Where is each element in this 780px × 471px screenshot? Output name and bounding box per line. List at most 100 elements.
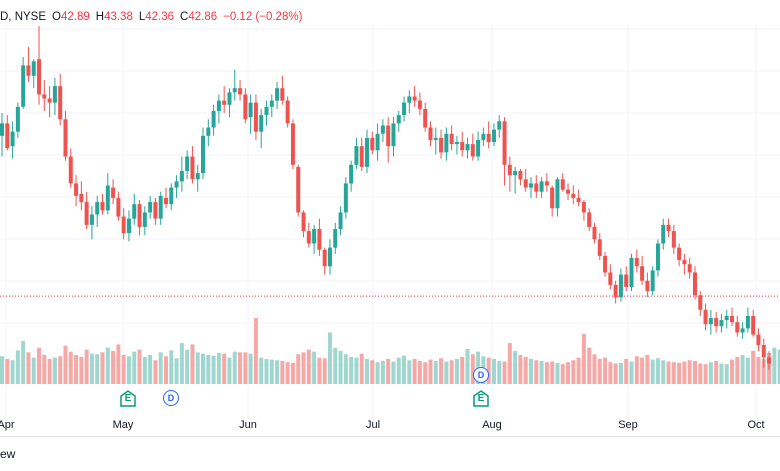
candle-body — [79, 193, 84, 203]
earnings-label: E — [477, 393, 485, 404]
volume-bar — [465, 349, 470, 384]
volume-bar — [280, 360, 285, 384]
candle-body — [624, 274, 629, 287]
volume-bar — [396, 357, 401, 384]
volume-bar — [645, 354, 650, 384]
volume-bar — [560, 364, 565, 384]
volume-bar — [89, 353, 94, 384]
volume-bar — [338, 351, 343, 384]
volume-bar — [650, 359, 655, 384]
low-label: L — [138, 11, 146, 23]
candle-body — [692, 272, 697, 296]
chart-panel[interactable]: Apr May Jun Jul Aug Sep Oct — [0, 24, 780, 436]
volume-bar — [576, 357, 581, 384]
volume-bar — [687, 360, 692, 384]
candle-body — [491, 129, 496, 143]
volume-bar — [248, 353, 253, 384]
dividend-marker-jul[interactable]: D — [473, 367, 489, 383]
candle-body — [359, 146, 364, 167]
volume-bar — [37, 347, 42, 384]
volume-bar — [444, 361, 449, 384]
symbol-exchange: D, NYSE — [0, 11, 47, 23]
volume-bar — [95, 354, 100, 384]
candle-body — [322, 249, 327, 267]
volume-bar — [470, 354, 475, 384]
volume-bar — [63, 345, 68, 384]
candle-body — [666, 224, 671, 232]
candle-body — [285, 100, 290, 124]
volume-bar — [10, 360, 15, 384]
candle-body — [534, 183, 539, 192]
volume-bar — [301, 352, 306, 384]
volume-bar — [613, 363, 618, 384]
candle-body — [37, 59, 42, 95]
high-label: H — [95, 11, 105, 23]
low-value: 42.36 — [145, 11, 175, 23]
candle-body — [677, 247, 682, 261]
candle-body — [571, 193, 576, 198]
candle-body — [42, 94, 47, 99]
candle-body — [216, 100, 221, 111]
volume-bar — [227, 357, 232, 384]
volume-bar — [148, 354, 153, 384]
candle-body — [306, 231, 311, 244]
candle-body — [497, 121, 502, 130]
candle-body — [460, 142, 465, 151]
candle-body — [190, 156, 195, 180]
earnings-label: E — [124, 393, 132, 404]
volume-bar — [42, 354, 47, 384]
volume-bar — [285, 362, 290, 384]
volume-bar — [587, 347, 592, 384]
x-tick-label: Sep — [618, 419, 638, 431]
volume-bar — [486, 357, 491, 384]
price-chart[interactable]: Apr May Jun Jul Aug Sep Oct — [0, 24, 780, 436]
volume-bar — [380, 360, 385, 384]
volume-bar — [264, 358, 269, 384]
volume-bar — [68, 351, 73, 384]
candle-body — [603, 255, 608, 273]
candle-body — [354, 146, 359, 165]
candle-body — [513, 171, 518, 176]
volume-bar — [735, 356, 740, 384]
candle-body — [507, 164, 512, 176]
earnings-marker-jul[interactable]: E — [473, 390, 489, 407]
volume-bar — [407, 360, 412, 384]
candle-body — [745, 315, 750, 329]
chart-footer: ew — [0, 436, 780, 471]
volume-bar — [454, 358, 459, 384]
volume-bar — [111, 351, 116, 384]
earnings-marker-may[interactable]: E — [120, 390, 136, 407]
volume-bar — [597, 358, 602, 384]
volume-bar — [433, 360, 438, 384]
volume-bar — [0, 356, 4, 384]
candle-body — [211, 110, 216, 128]
x-tick-label: Apr — [0, 419, 15, 431]
volume-bar — [243, 352, 248, 384]
candle-body — [15, 106, 20, 132]
candle-body — [5, 123, 10, 149]
volume-bar — [566, 362, 571, 384]
candle-body — [407, 96, 412, 103]
candle-body — [238, 88, 243, 95]
candle-body — [31, 61, 36, 76]
candle-body — [650, 270, 655, 292]
candle-body — [222, 100, 227, 105]
candle-body — [243, 94, 248, 120]
volume-bar — [677, 362, 682, 384]
candle-body — [195, 173, 200, 180]
candle-body — [645, 280, 650, 292]
candle-body — [555, 179, 560, 209]
candle-body — [386, 125, 391, 147]
candle-body — [671, 231, 676, 248]
volume-bar — [608, 362, 613, 384]
volume-bar — [317, 357, 322, 384]
volume-bar — [211, 355, 216, 384]
volume-bar — [708, 362, 713, 384]
candle-body — [163, 197, 168, 205]
candle-body — [751, 315, 756, 335]
volume-bar — [142, 356, 147, 384]
candle-body — [486, 133, 491, 143]
dividend-marker-may[interactable]: D — [163, 390, 179, 406]
volume-bar — [666, 361, 671, 384]
volume-bar — [386, 358, 391, 384]
